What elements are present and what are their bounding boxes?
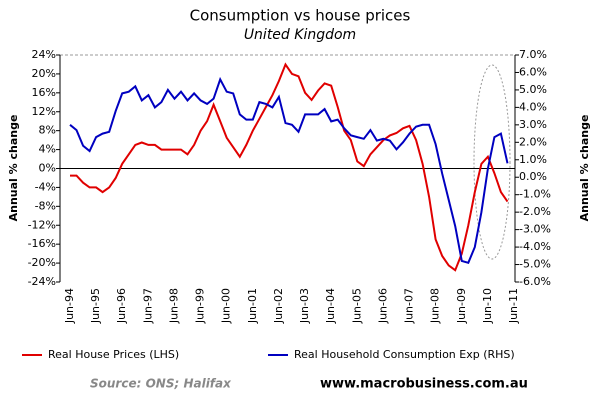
y-tick-label: -20% xyxy=(28,256,56,269)
x-tick-label: Jun-96 xyxy=(115,288,128,324)
y2-tick-label: 1.0% xyxy=(519,153,547,166)
x-tick-label: Jun-98 xyxy=(167,288,180,324)
x-tick-label: Jun-95 xyxy=(89,288,102,324)
y-tick-label: -16% xyxy=(28,237,56,250)
x-tick-label: Jun-07 xyxy=(403,288,416,324)
chart-title: Consumption vs house prices xyxy=(190,7,411,25)
x-tick-label: Jun-04 xyxy=(324,288,337,324)
y2-tick-label: -5.0% xyxy=(519,258,551,271)
y2-tick-label: 2.0% xyxy=(519,135,547,148)
x-tick-label: Jun-11 xyxy=(507,288,520,324)
y-tick-label: -4% xyxy=(35,180,56,193)
website: www.macrobusiness.com.au xyxy=(320,377,528,392)
x-tick-label: Jun-10 xyxy=(481,288,494,324)
y2-tick-label: -4.0% xyxy=(519,240,551,253)
y-tick-label: -8% xyxy=(35,199,56,212)
source-note: Source: ONS; Halifax xyxy=(90,377,232,391)
y-axis-label: Annual % change xyxy=(7,115,20,222)
y-tick-label: 24% xyxy=(32,48,56,61)
y2-tick-label: -1.0% xyxy=(519,188,551,201)
y2-tick-label: 5.0% xyxy=(519,83,547,96)
x-tick-label: Jun-03 xyxy=(298,288,311,324)
y-tick-label: 20% xyxy=(32,67,56,80)
y2-axis-label: Annual % change xyxy=(578,115,591,222)
y2-tick-label: 4.0% xyxy=(519,100,547,113)
chart-subtitle: United Kingdom xyxy=(244,27,356,43)
y2-tick-label: -6.0% xyxy=(519,275,551,288)
legend-label: Real House Prices (LHS) xyxy=(48,348,179,361)
x-tick-label: Jun-06 xyxy=(376,288,389,324)
x-tick-label: Jun-99 xyxy=(194,288,207,324)
x-tick-label: Jun-02 xyxy=(272,288,285,324)
x-tick-label: Jun-94 xyxy=(63,288,76,324)
y2-tick-label: 3.0% xyxy=(519,118,547,131)
highlight-ellipse xyxy=(473,64,511,260)
y-tick-label: 4% xyxy=(39,143,56,156)
y-tick-label: 8% xyxy=(39,124,56,137)
series-line xyxy=(69,76,509,264)
x-tick-label: Jun-09 xyxy=(455,288,468,324)
y2-tick-label: 6.0% xyxy=(519,65,547,78)
y2-tick-label: 7.0% xyxy=(519,48,547,61)
y-tick-label: 12% xyxy=(32,105,56,118)
x-tick-label: Jun-05 xyxy=(350,288,363,324)
x-tick-label: Jun-97 xyxy=(141,288,154,324)
y-tick-label: -12% xyxy=(28,218,56,231)
x-tick-label: Jun-00 xyxy=(220,288,233,324)
y-tick-label: 0% xyxy=(39,162,56,175)
x-tick-label: Jun-01 xyxy=(246,288,259,324)
y2-tick-label: -3.0% xyxy=(519,223,551,236)
y-tick-label: -24% xyxy=(28,275,56,288)
legend-label: Real Household Consumption Exp (RHS) xyxy=(294,348,515,361)
series-line xyxy=(70,62,509,272)
y2-tick-label: 0.0% xyxy=(519,170,547,183)
y-tick-label: 16% xyxy=(32,86,56,99)
x-tick-label: Jun-08 xyxy=(429,288,442,324)
y2-tick-label: -2.0% xyxy=(519,205,551,218)
